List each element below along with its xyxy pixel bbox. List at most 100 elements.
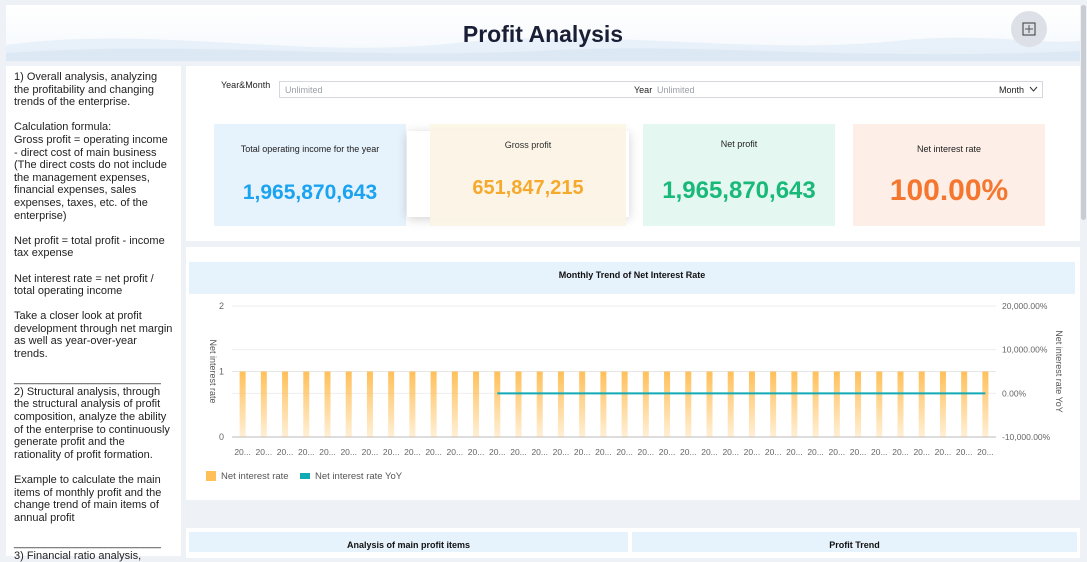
kpi-title: Total operating income for the year (240, 144, 380, 154)
bar (855, 371, 862, 437)
bar (430, 371, 437, 437)
year-month-filter[interactable]: Unlimited Year Unlimited Month (279, 81, 1043, 98)
bar (260, 371, 267, 437)
bar (791, 371, 798, 437)
bar (812, 371, 819, 437)
bar (409, 371, 416, 437)
x-tick-label: 20... (850, 447, 867, 457)
x-tick-label: 20... (489, 447, 506, 457)
x-tick-label: 20... (935, 447, 952, 457)
x-tick-label: 20... (298, 447, 315, 457)
bar (282, 371, 289, 437)
x-tick-label: 20... (765, 447, 782, 457)
bar (727, 371, 734, 437)
x-tick-label: 20... (425, 447, 442, 457)
x-tick-label: 20... (277, 447, 294, 457)
filter-placeholder: Unlimited (285, 85, 323, 95)
bar (239, 371, 246, 437)
kpi-card-income: Total operating income for the year 1,96… (214, 124, 406, 226)
bar (473, 371, 480, 437)
bar (833, 371, 840, 437)
bar (536, 371, 543, 437)
sidebar-description: 1) Overall analysis, analyzing the profi… (6, 66, 181, 562)
x-tick-label: 20... (383, 447, 400, 457)
x-tick-label: 20... (404, 447, 421, 457)
kpi-card-net-profit: Net profit 1,965,870,643 (643, 124, 835, 226)
year-label: Year (634, 85, 653, 95)
bar (366, 371, 373, 437)
kpi-title: Net profit (720, 139, 758, 149)
bar (515, 371, 522, 437)
legend-swatch-yoy (300, 473, 310, 479)
bar (451, 371, 458, 437)
scrollbar[interactable] (1081, 5, 1086, 220)
x-tick-label: 20... (913, 447, 930, 457)
bar (982, 371, 989, 437)
y2-axis-title: Net interest rate YoY (1054, 330, 1064, 413)
legend-swatch-net-interest-rate (206, 471, 216, 481)
x-tick-label: 20... (659, 447, 676, 457)
x-tick-label: 20... (701, 447, 718, 457)
bar (324, 371, 331, 437)
header: Profit Analysis (6, 5, 1080, 61)
collapse-grid-icon (1022, 22, 1036, 36)
bar (961, 371, 968, 437)
x-tick-label: 20... (340, 447, 357, 457)
x-tick-label: 20... (892, 447, 909, 457)
x-tick-label: 20... (234, 447, 251, 457)
x-tick-label: 20... (977, 447, 994, 457)
x-tick-label: 20... (510, 447, 527, 457)
x-tick-label: 20... (256, 447, 273, 457)
kpi-value: 1,965,870,643 (242, 181, 378, 204)
y-tick-label: 2 (219, 301, 224, 311)
collapse-grid-button[interactable] (1011, 11, 1047, 47)
legend-label: Net interest rate YoY (315, 471, 403, 482)
bar (345, 371, 352, 437)
x-tick-label: 20... (595, 447, 612, 457)
kpi-value: 100.00% (889, 174, 1009, 207)
y-axis-title: Net interest rate (208, 339, 218, 403)
bar (897, 371, 904, 437)
bar (685, 371, 692, 437)
chevron-down-icon (1029, 86, 1038, 92)
kpi-title: Gross profit (504, 140, 552, 150)
x-tick-label: 20... (638, 447, 655, 457)
bar (642, 371, 649, 437)
x-tick-label: 20... (829, 447, 846, 457)
header-wave-decoration (6, 37, 1080, 61)
legend-label: Net interest rate (221, 471, 289, 482)
kpi-value: 1,965,870,643 (662, 177, 816, 204)
y2-tick-label: 20,000.00% (1002, 301, 1048, 311)
x-tick-label: 20... (807, 447, 824, 457)
bar (579, 371, 586, 437)
net-interest-rate-chart: 0 1 2 -10,000.00% 0.00% 10,000.00% 20,000.00% N… (206, 301, 1064, 482)
x-tick-label: 20... (319, 447, 336, 457)
bar (494, 371, 501, 437)
chart-title: Monthly Trend of Net Interest Rate (189, 262, 1075, 294)
x-tick-label: 20... (680, 447, 697, 457)
kpi-title: Net interest rate (916, 144, 982, 154)
kpi-value: 651,847,215 (472, 177, 584, 199)
x-tick-label: 20... (956, 447, 973, 457)
unit-select[interactable]: Month (999, 85, 1025, 95)
bar (664, 371, 671, 437)
x-tick-label: 20... (531, 447, 548, 457)
kpi-card-gross-profit: Gross profit 651,847,215 (430, 124, 626, 226)
bar (303, 371, 310, 437)
x-tick-label: 20... (362, 447, 379, 457)
page-title: Profit Analysis (462, 21, 624, 47)
x-tick-label: 20... (616, 447, 633, 457)
kpi-card-net-interest-rate: Net interest rate 100.00% (853, 124, 1045, 226)
x-tick-label: 20... (786, 447, 803, 457)
year-placeholder[interactable]: Unlimited (657, 85, 695, 95)
x-tick-label: 20... (744, 447, 761, 457)
bar (748, 371, 755, 437)
y2-tick-label: 10,000.00% (1002, 345, 1048, 355)
x-tick-label: 20... (871, 447, 888, 457)
bar (918, 371, 925, 437)
bar (388, 371, 395, 437)
x-tick-label: 20... (553, 447, 570, 457)
bar (876, 371, 883, 437)
bar (621, 371, 628, 437)
filter-label: Year&Month (221, 80, 271, 90)
